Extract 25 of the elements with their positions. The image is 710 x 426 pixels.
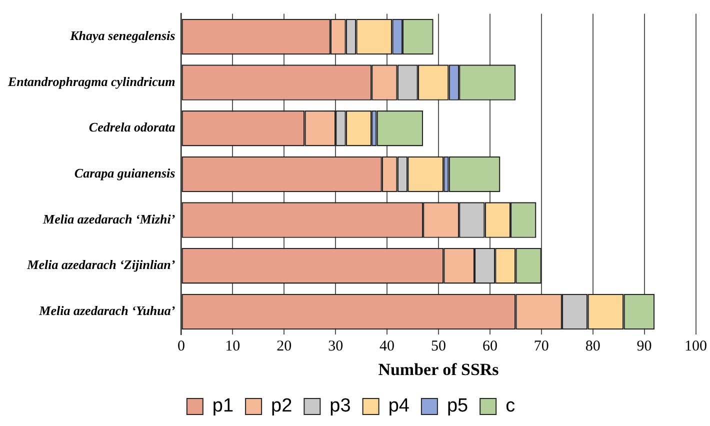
x-axis-title: Number of SSRs: [378, 360, 500, 380]
y-tick-label: Melia azedarach ‘Mizhi’: [42, 211, 176, 226]
x-tick-label: 50: [430, 338, 446, 355]
x-tick-label: 10: [225, 338, 240, 355]
y-tick-label: Khaya senegalensis: [69, 28, 176, 44]
x-tick-label: 90: [636, 338, 652, 355]
y-tick-label: Entandrophragma cylindricum: [6, 74, 176, 89]
x-tick-label: 60: [482, 338, 498, 355]
x-tick-label: 100: [684, 338, 707, 355]
x-tick-label: 20: [276, 338, 292, 355]
x-tick-label: 70: [534, 338, 549, 355]
y-tick-label: Melia azedarach ‘Yuhua’: [38, 303, 176, 318]
y-tick-label: Melia azedarach ‘Zijinlian’: [26, 257, 176, 272]
x-tick-label: 40: [380, 338, 395, 355]
legend-label: p3: [330, 396, 351, 417]
legend-label: p5: [446, 396, 468, 417]
x-tick-label: 80: [585, 338, 600, 355]
legend-label: p1: [212, 396, 234, 417]
legend-label: p4: [388, 396, 410, 417]
legend-label: c: [506, 396, 516, 417]
y-tick-label: Cedrela odorata: [88, 120, 176, 135]
legend-label: p2: [271, 396, 292, 417]
x-tick-label: 30: [328, 338, 344, 355]
y-tick-label: Carapa guianensis: [74, 166, 176, 181]
x-tick-label: 0: [177, 338, 185, 355]
